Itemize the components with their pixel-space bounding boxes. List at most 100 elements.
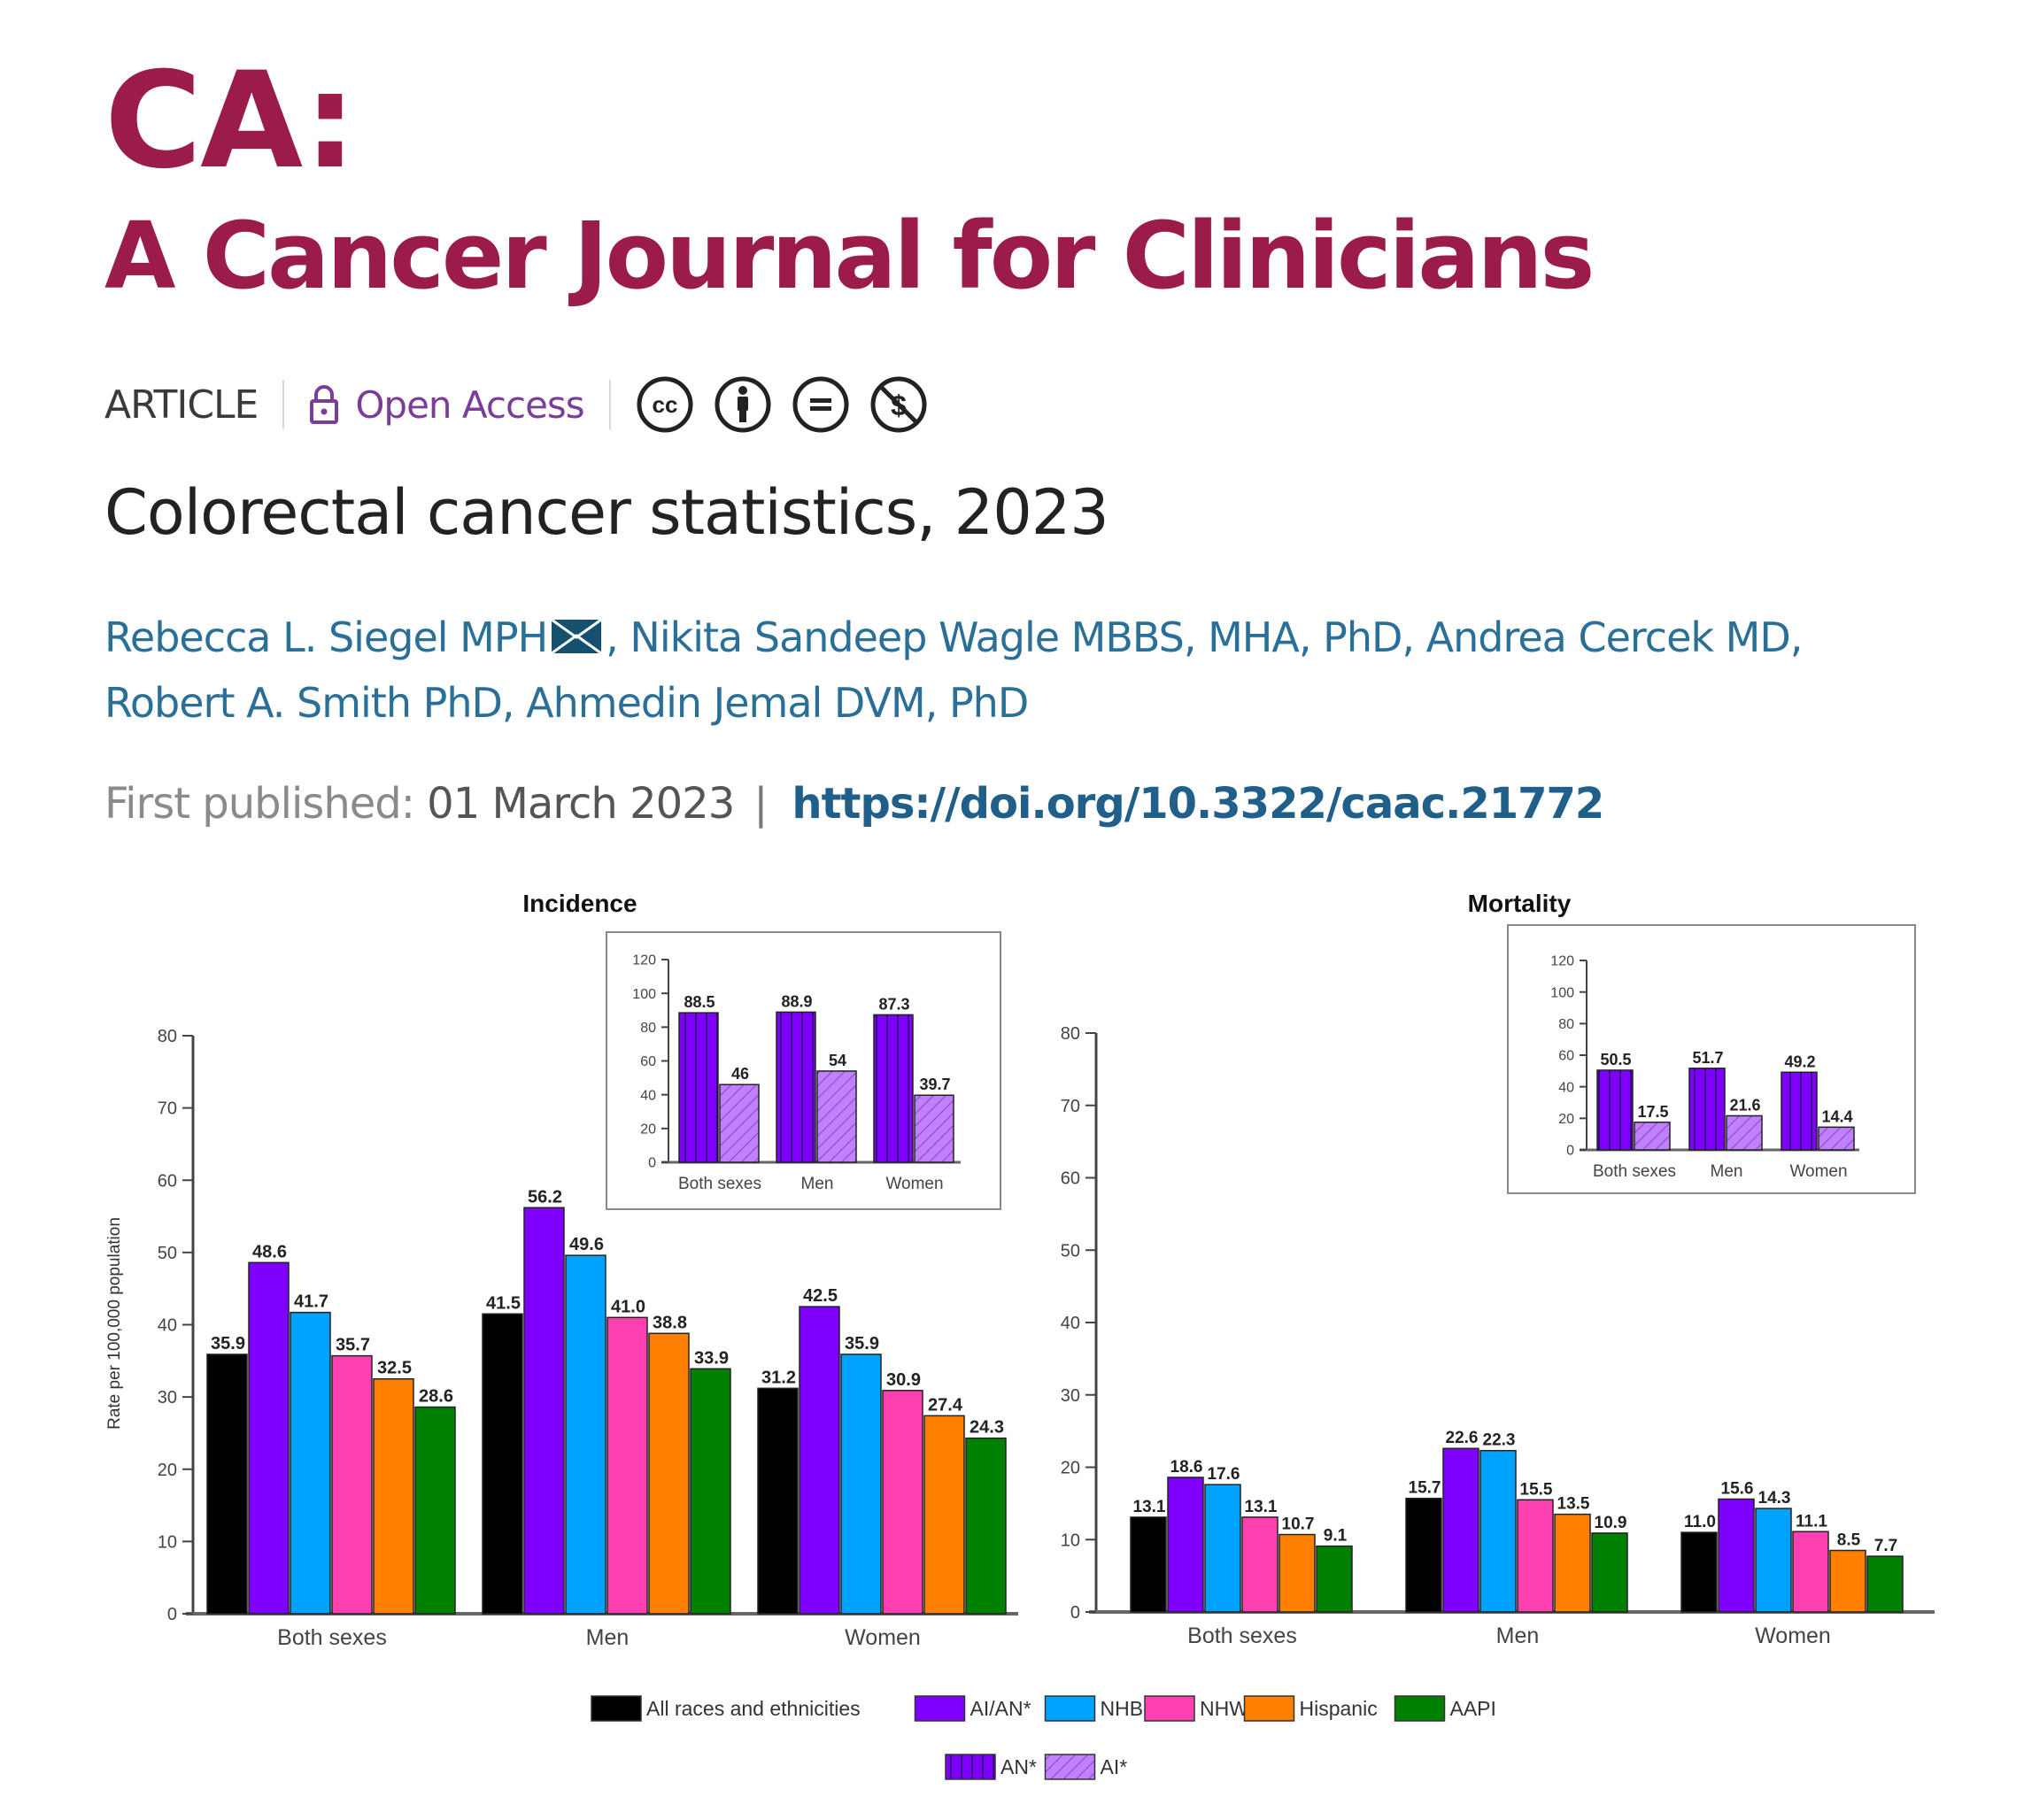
bar-value-label: 32.5: [377, 1359, 412, 1378]
bar-value-label: 11.1: [1796, 1512, 1827, 1531]
legend-label: AI/AN*: [970, 1697, 1031, 1720]
bar: [1680, 1531, 1718, 1613]
bar-value-label: 38.8: [653, 1313, 687, 1332]
doi-link[interactable]: https://doi.org/10.3322/caac.21772: [792, 779, 1604, 829]
y-tick-label: 70: [1061, 1097, 1080, 1116]
author-link[interactable]: Rebecca L. Siegel MPH: [104, 613, 548, 661]
bar: [1204, 1484, 1241, 1613]
y-tick-label: 70: [158, 1099, 177, 1119]
bar: [799, 1306, 840, 1615]
x-category-label: Men: [801, 1175, 834, 1193]
attribution-icon[interactable]: [714, 375, 772, 434]
bar: [1781, 1071, 1818, 1151]
bar: [914, 1094, 954, 1163]
y-tick-label: 40: [158, 1316, 177, 1336]
bar-value-label: 17.5: [1637, 1103, 1668, 1121]
bar-value-label: 49.2: [1784, 1053, 1815, 1070]
incidence-main-plot: 0 10 20 30 40 50 60 70 80 35.9 48.6 41.7 35.7 32.5 28.…: [158, 1027, 1018, 1650]
y-tick-label: 60: [1558, 1049, 1574, 1064]
y-tick-label: 20: [1558, 1112, 1574, 1127]
bar-value-label: 15.6: [1721, 1479, 1754, 1498]
legend-swatch: [945, 1754, 996, 1780]
author-links[interactable]: , Nikita Sandeep Wagle MBBS, MHA, PhD, A…: [606, 613, 1803, 661]
legend-swatch: [1394, 1695, 1446, 1722]
x-category-label: Both sexes: [1187, 1623, 1297, 1648]
bar: [482, 1313, 523, 1615]
divider: [282, 380, 285, 429]
bar: [816, 1070, 857, 1163]
legend-swatch: [914, 1695, 966, 1722]
mortality-chart: Mortality 0 10 20 30 40 50 60 70 80 13.1 18.6 17.6 1…: [1061, 890, 1935, 1648]
bar: [1316, 1545, 1353, 1613]
bar-value-label: 18.6: [1170, 1458, 1203, 1477]
bar-value-label: 56.2: [528, 1187, 562, 1207]
legend-swatch: [1044, 1754, 1096, 1780]
y-tick-label: 30: [1061, 1386, 1080, 1406]
bar: [1718, 1498, 1755, 1613]
open-access-badge[interactable]: Open Access: [309, 383, 585, 427]
bar: [1442, 1447, 1479, 1613]
bar-value-label: 51.7: [1692, 1049, 1723, 1067]
y-tick-label: 0: [648, 1156, 656, 1171]
bar: [414, 1406, 456, 1615]
y-tick-label: 80: [1558, 1017, 1574, 1032]
legend-label: NHB: [1101, 1697, 1144, 1720]
incidence-chart: Incidence Rate per 100,000 population 0 1…: [105, 890, 1018, 1650]
y-tick-label: 50: [158, 1244, 177, 1263]
y-axis-label: Rate per 100,000 population: [105, 1217, 124, 1430]
y-tick-label: 100: [632, 987, 656, 1002]
bar: [1517, 1499, 1554, 1613]
x-category-label: Both sexes: [678, 1175, 761, 1193]
bar-value-label: 41.0: [611, 1297, 645, 1316]
y-tick-label: 60: [1061, 1169, 1080, 1189]
author-list: Rebecca L. Siegel MPH , Nikita Sandeep Wa…: [104, 606, 1964, 734]
incidence-title: Incidence: [522, 890, 637, 917]
y-tick-label: 40: [1061, 1314, 1080, 1333]
journal-logo-name[interactable]: A Cancer Journal for Clinicians: [104, 202, 1595, 310]
bar-value-label: 10.9: [1595, 1514, 1627, 1532]
svg-text:cc: cc: [652, 391, 677, 418]
y-tick-label: 120: [632, 953, 656, 968]
bar-value-label: 27.4: [928, 1395, 963, 1415]
y-tick-label: 50: [1061, 1241, 1080, 1261]
bar-value-label: 39.7: [919, 1076, 950, 1093]
y-tick-label: 20: [158, 1461, 177, 1480]
journal-logo-short[interactable]: CA:: [104, 44, 357, 198]
legend-label: AN*: [1000, 1755, 1037, 1778]
bar: [873, 1014, 914, 1163]
email-icon[interactable]: [551, 610, 603, 672]
bar-value-label: 13.1: [1245, 1498, 1278, 1516]
cc-icon[interactable]: cc: [636, 375, 694, 434]
bar: [1479, 1449, 1517, 1613]
bar: [1405, 1497, 1442, 1613]
y-tick-label: 60: [158, 1171, 177, 1191]
bar-value-label: 33.9: [694, 1348, 729, 1368]
published-date: 01 March 2023: [427, 779, 735, 829]
author-links[interactable]: Robert A. Smith PhD, Ahmedin Jemal DVM, …: [104, 678, 1029, 727]
bar-value-label: 50.5: [1600, 1051, 1631, 1068]
article-title: Colorectal cancer statistics, 2023: [104, 476, 1109, 549]
license-icons[interactable]: cc $: [636, 375, 928, 434]
bar-value-label: 13.1: [1133, 1498, 1166, 1516]
bar-value-label: 35.7: [336, 1336, 370, 1355]
bar-value-label: 35.9: [845, 1334, 879, 1353]
bar: [1167, 1477, 1204, 1613]
bar-value-label: 15.5: [1520, 1480, 1553, 1499]
x-category-label: Women: [845, 1625, 921, 1650]
chart-legend: All races and ethnicities AI/AN* NHB NHW His…: [591, 1695, 1496, 1780]
bar: [248, 1261, 290, 1615]
bar-value-label: 22.3: [1483, 1431, 1516, 1450]
y-tick-label: 60: [640, 1054, 656, 1069]
y-tick-label: 40: [1558, 1080, 1574, 1095]
bar-value-label: 22.6: [1446, 1429, 1479, 1447]
bar-value-label: 17.6: [1208, 1465, 1240, 1484]
legend-label: AAPI: [1450, 1697, 1496, 1720]
bar: [965, 1437, 1007, 1615]
non-commercial-icon[interactable]: $: [869, 375, 928, 434]
publication-info: First published: 01 March 2023 | https://d…: [104, 779, 1604, 829]
no-derivatives-icon[interactable]: [792, 375, 850, 434]
bar: [1241, 1516, 1279, 1613]
legend-swatch: [1044, 1695, 1096, 1722]
bar: [373, 1377, 414, 1615]
